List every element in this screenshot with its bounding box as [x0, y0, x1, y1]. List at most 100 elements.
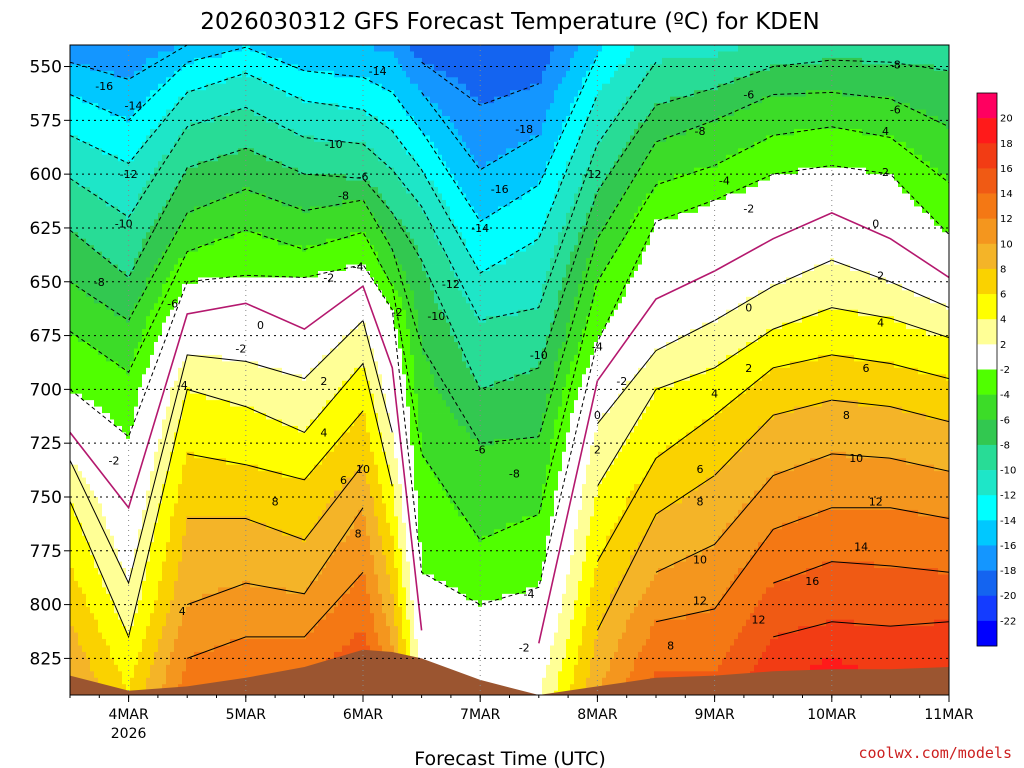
temperature-cell: [218, 193, 223, 201]
temperature-cell: [242, 180, 247, 188]
temperature-cell: [130, 199, 135, 207]
temperature-cell: [202, 490, 207, 498]
temperature-cell: [194, 232, 199, 240]
temperature-cell: [190, 484, 195, 491]
temperature-cell: [194, 335, 199, 343]
temperature-cell: [186, 535, 191, 543]
temperature-cell: [210, 432, 215, 440]
temperature-cell: [174, 529, 179, 537]
temperature-cell: [74, 393, 79, 401]
temperature-cell: [74, 406, 79, 414]
temperature-cell: [218, 393, 223, 401]
temperature-cell: [162, 651, 167, 659]
temperature-cell: [226, 77, 231, 85]
temperature-cell: [194, 354, 199, 362]
temperature-cell: [102, 503, 107, 511]
temperature-cell: [126, 361, 131, 369]
temperature-cell: [118, 348, 123, 356]
temperature-cell: [138, 477, 143, 485]
temperature-cell: [158, 128, 163, 136]
temperature-cell: [254, 96, 259, 104]
temperature-cell: [182, 187, 187, 194]
temperature-cell: [90, 580, 95, 588]
temperature-cell: [198, 425, 203, 433]
temperature-cell: [126, 400, 131, 407]
temperature-cell: [70, 154, 75, 162]
temperature-cell: [246, 380, 251, 388]
temperature-cell: [162, 406, 167, 414]
temperature-cell: [118, 639, 123, 646]
temperature-cell: [114, 57, 119, 65]
temperature-cell: [250, 413, 255, 420]
temperature-cell: [170, 393, 175, 401]
temperature-cell: [138, 342, 143, 349]
temperature-cell: [90, 83, 95, 91]
temperature-cell: [82, 580, 87, 588]
temperature-cell: [186, 639, 191, 646]
temperature-cell: [182, 542, 187, 550]
temperature-cell: [74, 651, 79, 659]
temperature-cell: [146, 464, 151, 472]
temperature-cell: [94, 496, 99, 504]
temperature-cell: [82, 413, 87, 420]
temperature-cell: [178, 225, 183, 233]
temperature-cell: [106, 380, 111, 388]
temperature-cell: [202, 464, 207, 472]
temperature-cell: [82, 342, 87, 349]
temperature-cell: [102, 258, 107, 265]
temperature-cell: [82, 206, 87, 214]
temperature-cell: [214, 477, 219, 485]
temperature-cell: [182, 109, 187, 117]
temperature-cell: [70, 148, 75, 156]
temperature-cell: [106, 264, 111, 272]
temperature-cell: [242, 458, 247, 466]
temperature-cell: [170, 458, 175, 466]
temperature-cell: [238, 277, 243, 285]
temperature-cell: [122, 361, 127, 369]
temperature-cell: [246, 161, 251, 169]
temperature-cell: [118, 122, 123, 130]
temperature-cell: [198, 490, 203, 498]
temperature-cell: [110, 471, 115, 479]
temperature-cell: [214, 374, 219, 382]
temperature-cell: [70, 367, 75, 375]
temperature-cell: [222, 212, 227, 220]
temperature-cell: [106, 445, 111, 453]
temperature-cell: [214, 45, 219, 52]
temperature-cell: [110, 574, 115, 582]
temperature-cell: [246, 122, 251, 130]
temperature-cell: [82, 270, 87, 278]
temperature-cell: [138, 619, 143, 627]
temperature-cell: [210, 251, 215, 259]
temperature-cell: [178, 122, 183, 130]
temperature-cell: [98, 258, 103, 265]
temperature-cell: [210, 309, 215, 317]
temperature-cell: [234, 438, 239, 446]
temperature-cell: [130, 664, 135, 672]
temperature-cell: [194, 342, 199, 349]
temperature-cell: [186, 283, 191, 291]
temperature-cell: [170, 251, 175, 259]
temperature-cell: [158, 367, 163, 375]
temperature-cell: [94, 651, 99, 659]
temperature-cell: [146, 290, 151, 298]
temperature-cell: [122, 503, 127, 511]
temperature-cell: [146, 109, 151, 117]
temperature-cell: [242, 329, 247, 336]
temperature-cell: [86, 606, 91, 614]
temperature-cell: [254, 238, 259, 246]
temperature-cell: [178, 600, 183, 608]
temperature-cell: [86, 51, 91, 59]
temperature-cell: [158, 490, 163, 498]
temperature-cell: [218, 645, 223, 653]
temperature-cell: [182, 413, 187, 420]
temperature-cell: [78, 296, 83, 304]
temperature-cell: [98, 535, 103, 543]
temperature-cell: [138, 277, 143, 285]
temperature-cell: [142, 574, 147, 582]
temperature-cell: [182, 393, 187, 401]
temperature-cell: [174, 193, 179, 201]
temperature-cell: [202, 593, 207, 601]
temperature-cell: [262, 419, 267, 427]
temperature-cell: [162, 245, 167, 253]
